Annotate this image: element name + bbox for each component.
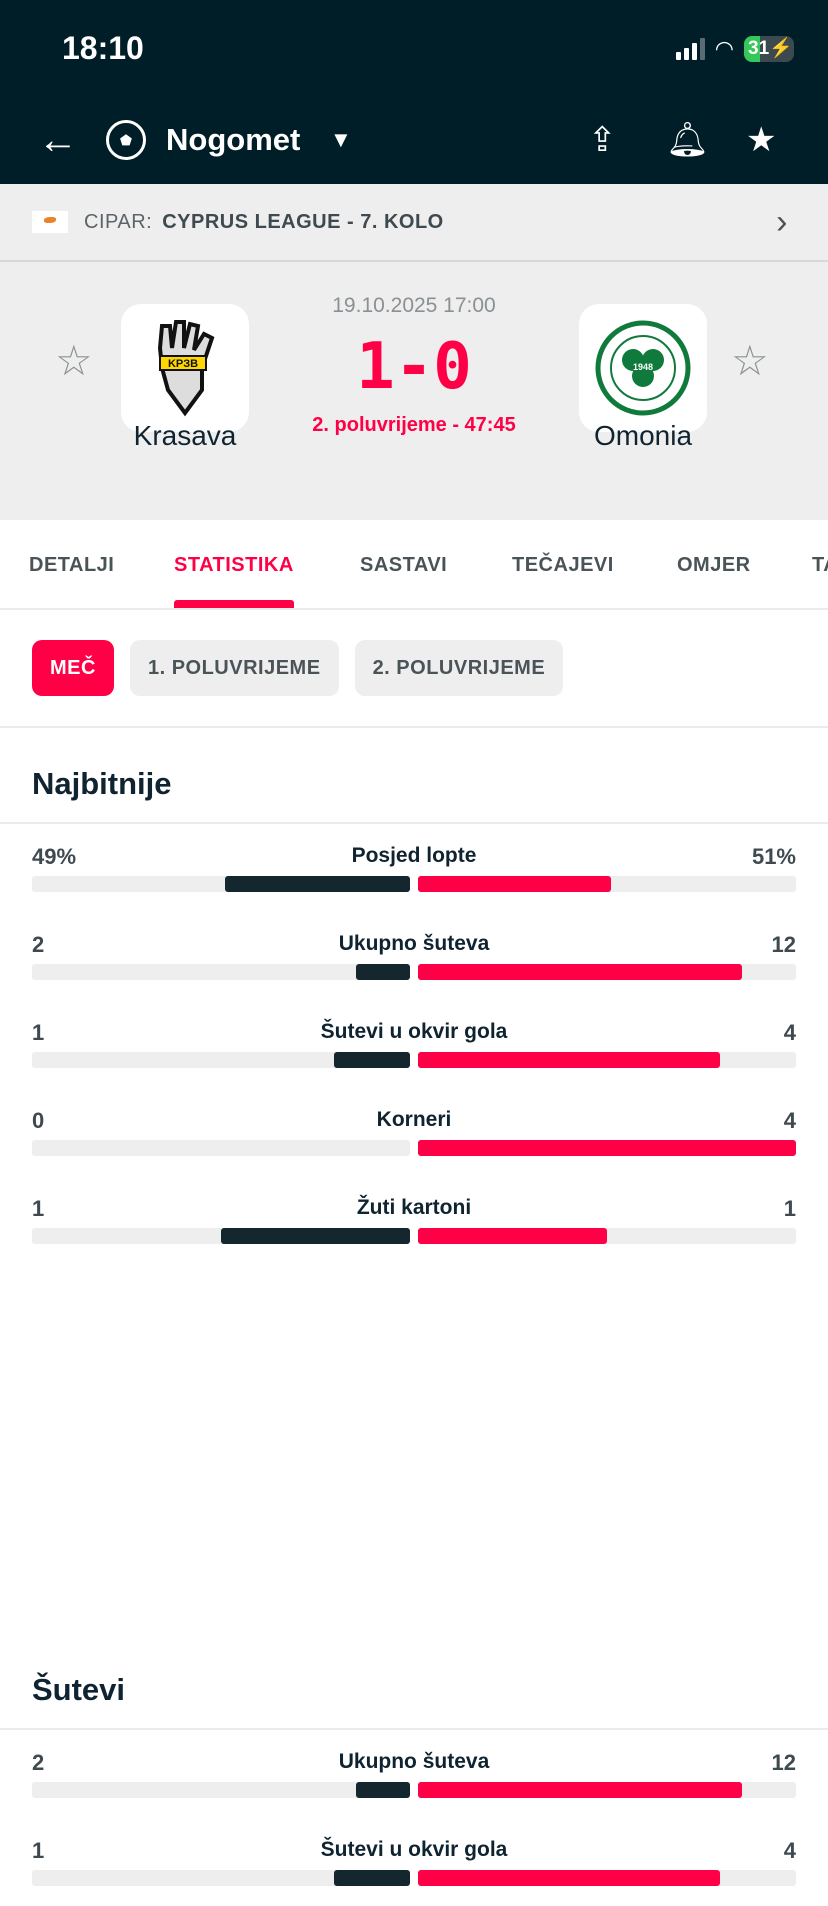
stat-row: 0 Korneri 4 [0, 1088, 828, 1176]
stat-row: 49% Posjed lopte 51% [0, 824, 828, 912]
away-bar-track [418, 876, 796, 892]
away-bar-track [418, 1870, 796, 1886]
cyprus-flag-icon [32, 211, 68, 233]
home-bar-fill [334, 1052, 410, 1068]
home-favorite-star-icon[interactable]: ☆ [55, 337, 93, 384]
share-icon[interactable]: ⇪ [588, 121, 617, 159]
chevron-down-icon[interactable]: ▼ [330, 127, 352, 152]
status-time: 18:10 [62, 30, 144, 66]
stat-label: Šutevi u okvir gola [320, 1020, 508, 1043]
football-icon: ⬟ [106, 120, 146, 160]
league-country: CIPAR: [84, 210, 153, 233]
app-header: 18:10 ◠ 31⚡ ← ⬟ Nogomet ▼ ⇪ 🔔︎ ★ [0, 0, 828, 184]
league-bar[interactable]: CIPAR: CYPRUS LEAGUE - 7. KOLO › [0, 184, 828, 262]
stat-label: Ukupno šuteva [338, 932, 490, 955]
svg-text:1948: 1948 [633, 362, 653, 372]
bell-icon[interactable]: 🔔︎ [666, 121, 710, 159]
chip-first-half[interactable]: 1. POLUVRIJEME [129, 640, 339, 696]
away-bar-track [418, 964, 796, 980]
home-team-logo[interactable]: KPЗB [121, 304, 249, 432]
away-bar-fill [418, 964, 742, 980]
home-bar-track [32, 1870, 410, 1886]
stat-row: 2 Ukupno šuteva 12 [0, 912, 828, 1000]
away-team-logo[interactable]: 1948 [579, 304, 707, 432]
battery-icon: 31⚡ [744, 36, 794, 62]
away-bar-fill [418, 876, 611, 892]
match-period: 2. poluvrijeme - 47:45 [312, 414, 516, 436]
away-bar-fill [418, 1228, 607, 1244]
favorite-star-icon[interactable]: ★ [746, 121, 777, 159]
stat-row: 2 Ukupno šuteva 12 [0, 1730, 828, 1818]
away-favorite-star-icon[interactable]: ☆ [731, 337, 769, 384]
away-bar-track [418, 1228, 796, 1244]
home-bar-track [32, 1228, 410, 1244]
away-bar-track [418, 1782, 796, 1798]
stat-label: Ukupno šuteva [338, 1750, 490, 1773]
away-bar-track [418, 1052, 796, 1068]
sport-title[interactable]: Nogomet [166, 122, 301, 157]
signal-icon [675, 38, 705, 60]
chip-second-half[interactable]: 2. POLUVRIJEME [354, 640, 564, 696]
home-bar-track [32, 1782, 410, 1798]
away-value: 1 [783, 1196, 796, 1221]
match-header: ☆ KPЗB Krasava 19.10.2025 17:00 1-0 2. p… [0, 262, 828, 520]
tab-more[interactable]: TA [812, 554, 828, 576]
chip-match[interactable]: MEČ [32, 640, 114, 696]
away-value: 4 [783, 1108, 796, 1133]
stat-row: 1 Šutevi u okvir gola 4 [0, 1818, 828, 1906]
stat-label: Šutevi u okvir gola [320, 1838, 508, 1861]
away-bar-fill [418, 1782, 742, 1798]
tab-omjer[interactable]: OMJER [677, 554, 751, 576]
away-value: 4 [783, 1838, 796, 1863]
away-value: 51% [751, 844, 796, 869]
stat-label: Žuti kartoni [356, 1196, 472, 1219]
home-bar-track [32, 1052, 410, 1068]
tab-detalji[interactable]: DETALJI [29, 554, 115, 576]
status-icons: ◠ 31⚡ [675, 36, 794, 62]
away-team-name[interactable]: Omonia [593, 420, 693, 451]
stat-label: Korneri [376, 1108, 452, 1131]
home-value: 1 [32, 1020, 45, 1045]
home-value: 2 [32, 1750, 45, 1775]
section-title: Najbitnije [0, 728, 828, 824]
away-value: 12 [771, 1750, 796, 1775]
away-bar-fill [418, 1870, 721, 1886]
back-button[interactable]: ← [38, 118, 78, 162]
away-bar-fill [418, 1140, 796, 1156]
home-bar-track [32, 876, 410, 892]
home-bar-fill [221, 1228, 410, 1244]
home-team-name[interactable]: Krasava [133, 420, 237, 451]
away-value: 12 [771, 932, 796, 957]
tab-tecajevi[interactable]: TEČAJEVI [512, 554, 614, 576]
home-bar-fill [224, 876, 410, 892]
away-value: 4 [783, 1020, 796, 1045]
wifi-icon: ◠ [714, 36, 734, 61]
stat-row: 1 Šutevi u okvir gola 4 [0, 1000, 828, 1088]
tab-bar: DETALJI STATISTIKA SASTAVI TEČAJEVI OMJE… [0, 520, 828, 610]
home-bar-fill [356, 1782, 410, 1798]
tab-statistika[interactable]: STATISTIKA [174, 554, 294, 608]
tab-sastavi[interactable]: SASTAVI [360, 554, 448, 576]
home-value: 49% [32, 844, 77, 869]
league-name: CYPRUS LEAGUE - 7. KOLO [162, 210, 444, 233]
match-score: 1-0 [356, 330, 472, 404]
away-bar-fill [418, 1052, 721, 1068]
away-bar-track [418, 1140, 796, 1156]
home-bar-fill [334, 1870, 410, 1886]
home-bar-track [32, 1140, 410, 1156]
period-filter: MEČ 1. POLUVRIJEME 2. POLUVRIJEME [0, 610, 828, 728]
section-title: Šutevi [0, 1634, 828, 1730]
home-value: 1 [32, 1196, 45, 1221]
match-date: 19.10.2025 17:00 [332, 294, 496, 317]
home-bar-track [32, 964, 410, 980]
stat-row: 1 Žuti kartoni 1 [0, 1176, 828, 1264]
home-bar-fill [356, 964, 410, 980]
home-value: 2 [32, 932, 45, 957]
home-value: 0 [32, 1108, 45, 1133]
stat-label: Posjed lopte [351, 844, 477, 867]
chevron-right-icon: › [776, 202, 788, 241]
svg-text:KPЗB: KPЗB [168, 358, 198, 370]
